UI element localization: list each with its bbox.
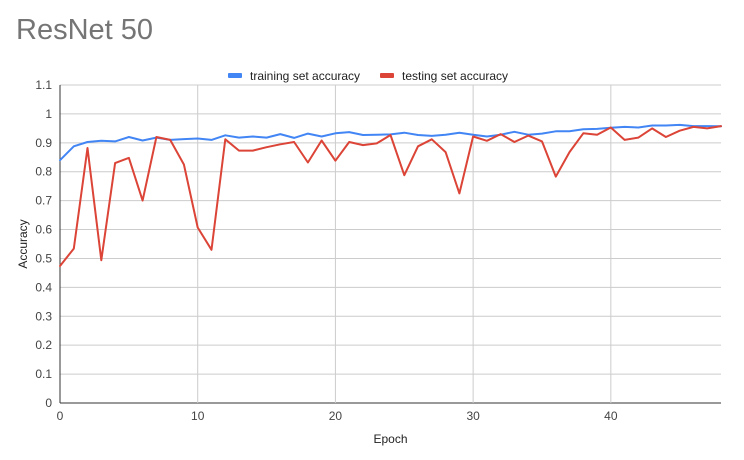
y-tick-label: 0.4: [35, 280, 52, 294]
y-tick-label: 1.1: [35, 78, 52, 92]
legend: training set accuracy testing set accurac…: [228, 69, 508, 83]
y-tick-label: 0: [45, 396, 52, 410]
legend-swatch: [228, 73, 242, 78]
x-tick-labels: 0 10 20 30 40: [57, 409, 618, 423]
x-tick-label: 20: [329, 409, 343, 423]
gridlines: [59, 84, 721, 404]
x-tick-label: 30: [466, 409, 480, 423]
x-axis-title: Epoch: [373, 432, 407, 446]
legend-label: testing set accuracy: [402, 69, 508, 83]
y-tick-label: 0.9: [35, 136, 52, 150]
y-tick-label: 1: [45, 107, 52, 121]
legend-label: training set accuracy: [250, 69, 360, 83]
chart-title: ResNet 50: [16, 14, 154, 46]
y-tick-label: 0.5: [35, 251, 52, 265]
x-tick-label: 0: [57, 409, 64, 423]
y-tick-label: 0.7: [35, 194, 52, 208]
y-axis-title: Accuracy: [16, 219, 30, 268]
y-tick-labels: 0 0.1 0.2 0.3 0.4 0.5 0.6 0.7 0.8 0.9 1 1.1: [35, 78, 52, 410]
series-lines: [59, 123, 722, 267]
x-tick-label: 40: [604, 409, 618, 423]
x-tick-label: 10: [191, 409, 205, 423]
y-tick-label: 0.2: [35, 338, 52, 352]
y-tick-label: 0.8: [35, 165, 52, 179]
legend-swatch: [380, 73, 394, 78]
y-tick-label: 0.3: [35, 309, 52, 323]
series-line-testing: [59, 125, 722, 267]
y-tick-label: 0.1: [35, 367, 52, 381]
y-tick-label: 0.6: [35, 223, 52, 237]
